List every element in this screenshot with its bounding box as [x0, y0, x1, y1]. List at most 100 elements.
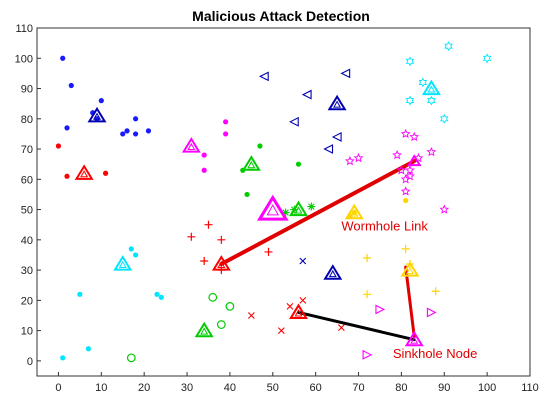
node-circle	[208, 292, 218, 302]
node-x	[337, 324, 345, 331]
node-dot	[60, 355, 66, 361]
node-asterisk	[281, 208, 290, 217]
node-dot	[403, 197, 409, 204]
node-dot	[77, 291, 83, 297]
cluster-head-triangle	[289, 200, 308, 217]
node-dot	[55, 143, 62, 149]
node-triangle-left	[323, 144, 334, 154]
cluster-head-triangle	[406, 154, 422, 167]
node-hexagram	[444, 41, 453, 52]
node-triangle-left	[340, 68, 351, 79]
y-tick-label: 50	[21, 205, 33, 217]
node-star	[400, 128, 411, 139]
node-dot	[68, 82, 74, 89]
cluster-head-inner	[200, 327, 209, 335]
cluster-head-triangle	[344, 203, 364, 220]
node-asterisk	[307, 202, 316, 211]
cluster-head-inner	[93, 112, 102, 120]
cluster-head-inner	[333, 100, 342, 108]
y-tick-label: 30	[21, 265, 33, 277]
node-dot	[158, 294, 164, 300]
node-dot	[64, 173, 70, 179]
node-dot	[98, 98, 104, 104]
cluster-head-inner	[405, 266, 414, 275]
link-lines	[219, 159, 417, 342]
node-dot	[257, 143, 263, 149]
node-dot	[223, 119, 229, 125]
cluster-head-inner	[217, 260, 226, 269]
node-dot	[133, 252, 139, 258]
node-circle	[225, 302, 235, 311]
x-tick-label: 10	[95, 382, 107, 394]
node-triangle-left	[301, 89, 312, 100]
x-tick-label: 0	[55, 382, 61, 394]
node-dot	[60, 55, 66, 61]
plot-frame	[36, 27, 531, 377]
node-star	[400, 186, 411, 196]
node-dot	[223, 131, 229, 137]
node-plus	[363, 253, 372, 262]
node-plus	[217, 235, 226, 244]
cluster-head-inner	[350, 209, 359, 217]
x-tick-label: 50	[267, 382, 279, 394]
annotation-label: Wormhole Link	[341, 219, 428, 234]
cluster-head-triangle	[113, 255, 133, 271]
x-tick-label: 60	[310, 382, 322, 394]
y-tick-label: 70	[21, 144, 33, 156]
node-triangle-right	[375, 304, 386, 315]
node-hexagram	[418, 77, 428, 88]
node-star	[409, 131, 420, 142]
cluster-head-triangle	[400, 261, 420, 277]
node-dot	[64, 125, 70, 131]
node-triangle-left	[331, 132, 342, 142]
cluster-head-inner	[187, 142, 196, 151]
cluster-heads	[74, 79, 441, 347]
node-x	[299, 257, 307, 265]
x-tick-label: 100	[478, 382, 496, 394]
node-circle	[126, 353, 136, 363]
node-dot	[154, 291, 160, 297]
node-star	[396, 164, 407, 175]
node-x	[299, 296, 307, 304]
cluster-head-inner	[266, 204, 280, 216]
node-hexagram	[427, 95, 436, 106]
y-tick-label: 80	[21, 114, 33, 126]
cluster-head-triangle	[241, 155, 261, 171]
cluster-head-triangle	[181, 137, 201, 153]
x-axis: 0 10 20 30 40 50 60 70 80 90 100 110	[55, 372, 539, 394]
cluster-head-inner	[118, 260, 127, 269]
x-tick-label: 40	[224, 382, 236, 394]
x-tick-label: 70	[352, 382, 364, 394]
cluster-head-triangle	[74, 164, 94, 180]
node-dot	[201, 167, 207, 173]
y-tick-label: 90	[21, 84, 33, 96]
node-triangle-left	[288, 116, 299, 127]
link-line	[297, 310, 416, 342]
node-star	[344, 155, 355, 166]
x-tick-label: 110	[521, 382, 539, 394]
node-star	[426, 146, 437, 157]
cluster-head-inner	[80, 170, 89, 178]
node-star	[392, 149, 402, 160]
y-tick-label: 20	[21, 295, 33, 307]
node-dot	[201, 152, 207, 158]
node-x	[277, 327, 285, 334]
y-tick-label: 60	[21, 174, 33, 186]
chart-title: Malicious Attack Detection	[192, 8, 370, 24]
node-dot	[124, 128, 130, 134]
cluster-head-inner	[410, 336, 419, 344]
cluster-head-inner	[328, 269, 337, 278]
cluster-head-inner	[247, 160, 256, 169]
cluster-head-inner	[427, 85, 436, 93]
link-line	[404, 265, 416, 339]
node-plus	[431, 287, 440, 296]
y-tick-label: 100	[15, 53, 33, 65]
node-hexagram	[482, 53, 492, 64]
node-triangle-right	[362, 349, 373, 360]
cluster-head-triangle	[421, 79, 441, 96]
cluster-head-triangle	[194, 321, 214, 338]
node-dot	[133, 131, 139, 137]
node-x	[247, 312, 255, 319]
node-plus	[401, 244, 410, 253]
